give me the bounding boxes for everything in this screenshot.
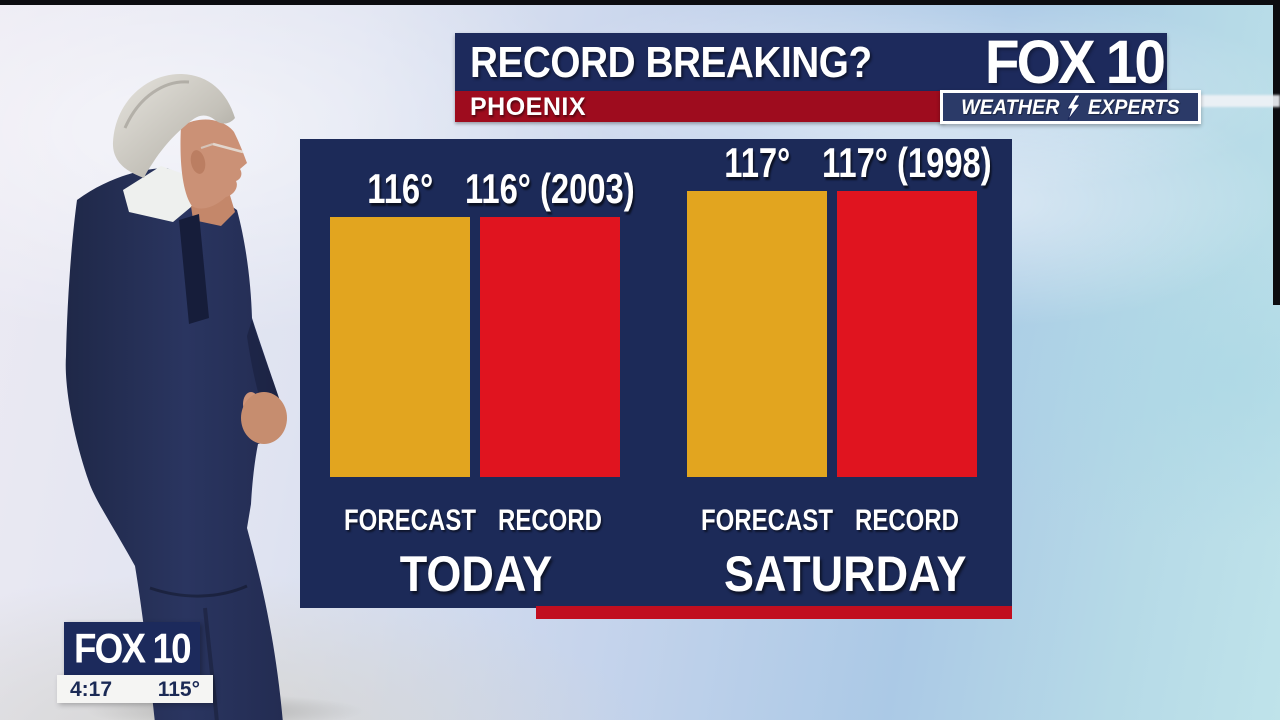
bar-today-forecast: 116° — [330, 168, 470, 477]
bar-value-label: 116° (2003) — [465, 165, 635, 212]
suit-body — [65, 168, 284, 720]
shirt-collar — [123, 166, 197, 222]
day-label-today: TODAY — [399, 546, 553, 602]
glasses — [212, 142, 244, 154]
clock-time: 4:17 — [70, 677, 113, 701]
glasses-arm — [200, 143, 214, 149]
chart-panel: 116° 116° (2003) 117° 117° (1998) FORECA… — [300, 139, 1012, 608]
day-label-saturday: SATURDAY — [724, 546, 967, 602]
background-light-streak — [1195, 95, 1280, 107]
weather-experts-banner: WEATHER EXPERTS — [940, 90, 1201, 124]
neck — [191, 192, 235, 226]
corner-station-text: FOX 10 — [74, 625, 192, 672]
bar-rect-record — [837, 191, 977, 477]
chart-accent-stripe — [536, 606, 1012, 619]
category-label-record: RECORD — [497, 504, 602, 537]
station-logo-text: FOX 10 — [984, 28, 1166, 97]
trouser-crease — [203, 607, 219, 720]
hand — [241, 392, 287, 444]
tie — [179, 214, 209, 324]
current-temperature: 115° — [157, 677, 200, 701]
category-label-record: RECORD — [854, 504, 959, 537]
top-letterbox-bar — [0, 0, 1280, 5]
bar-value-label: 117° — [724, 139, 790, 186]
weather-experts-left: WEATHER — [960, 95, 1060, 119]
location-label: PHOENIX — [470, 93, 587, 121]
category-label-forecast: FORECAST — [701, 504, 833, 537]
bar-value-label: 116° — [367, 165, 433, 212]
bar-rect-forecast — [687, 191, 827, 477]
time-temp-strip: 4:17 115° — [57, 675, 213, 703]
corner-station-badge: FOX 10 — [64, 622, 200, 675]
jacket-hem-line — [149, 584, 248, 598]
category-label-forecast: FORECAST — [344, 504, 476, 537]
bar-today-record: 116° (2003) — [465, 168, 635, 477]
bar-rect-record — [480, 217, 620, 477]
bar-rect-forecast — [330, 217, 470, 477]
weather-experts-right: EXPERTS — [1088, 95, 1181, 119]
bar-saturday-forecast: 117° — [687, 142, 827, 477]
ear — [190, 150, 206, 174]
hair-streak — [123, 80, 190, 129]
lightning-bolt-icon — [1067, 94, 1081, 120]
header-title-bar: RECORD BREAKING? — [455, 33, 1167, 91]
location-bar: PHOENIX — [455, 91, 945, 122]
face — [180, 119, 247, 209]
right-edge-bar — [1273, 0, 1280, 305]
bar-saturday-record: 117° (1998) — [822, 142, 992, 477]
bar-value-label: 117° (1998) — [822, 139, 992, 186]
weatherman — [65, 73, 287, 720]
page-title: RECORD BREAKING? — [470, 38, 872, 87]
station-logo: FOX 10 — [978, 28, 1170, 97]
